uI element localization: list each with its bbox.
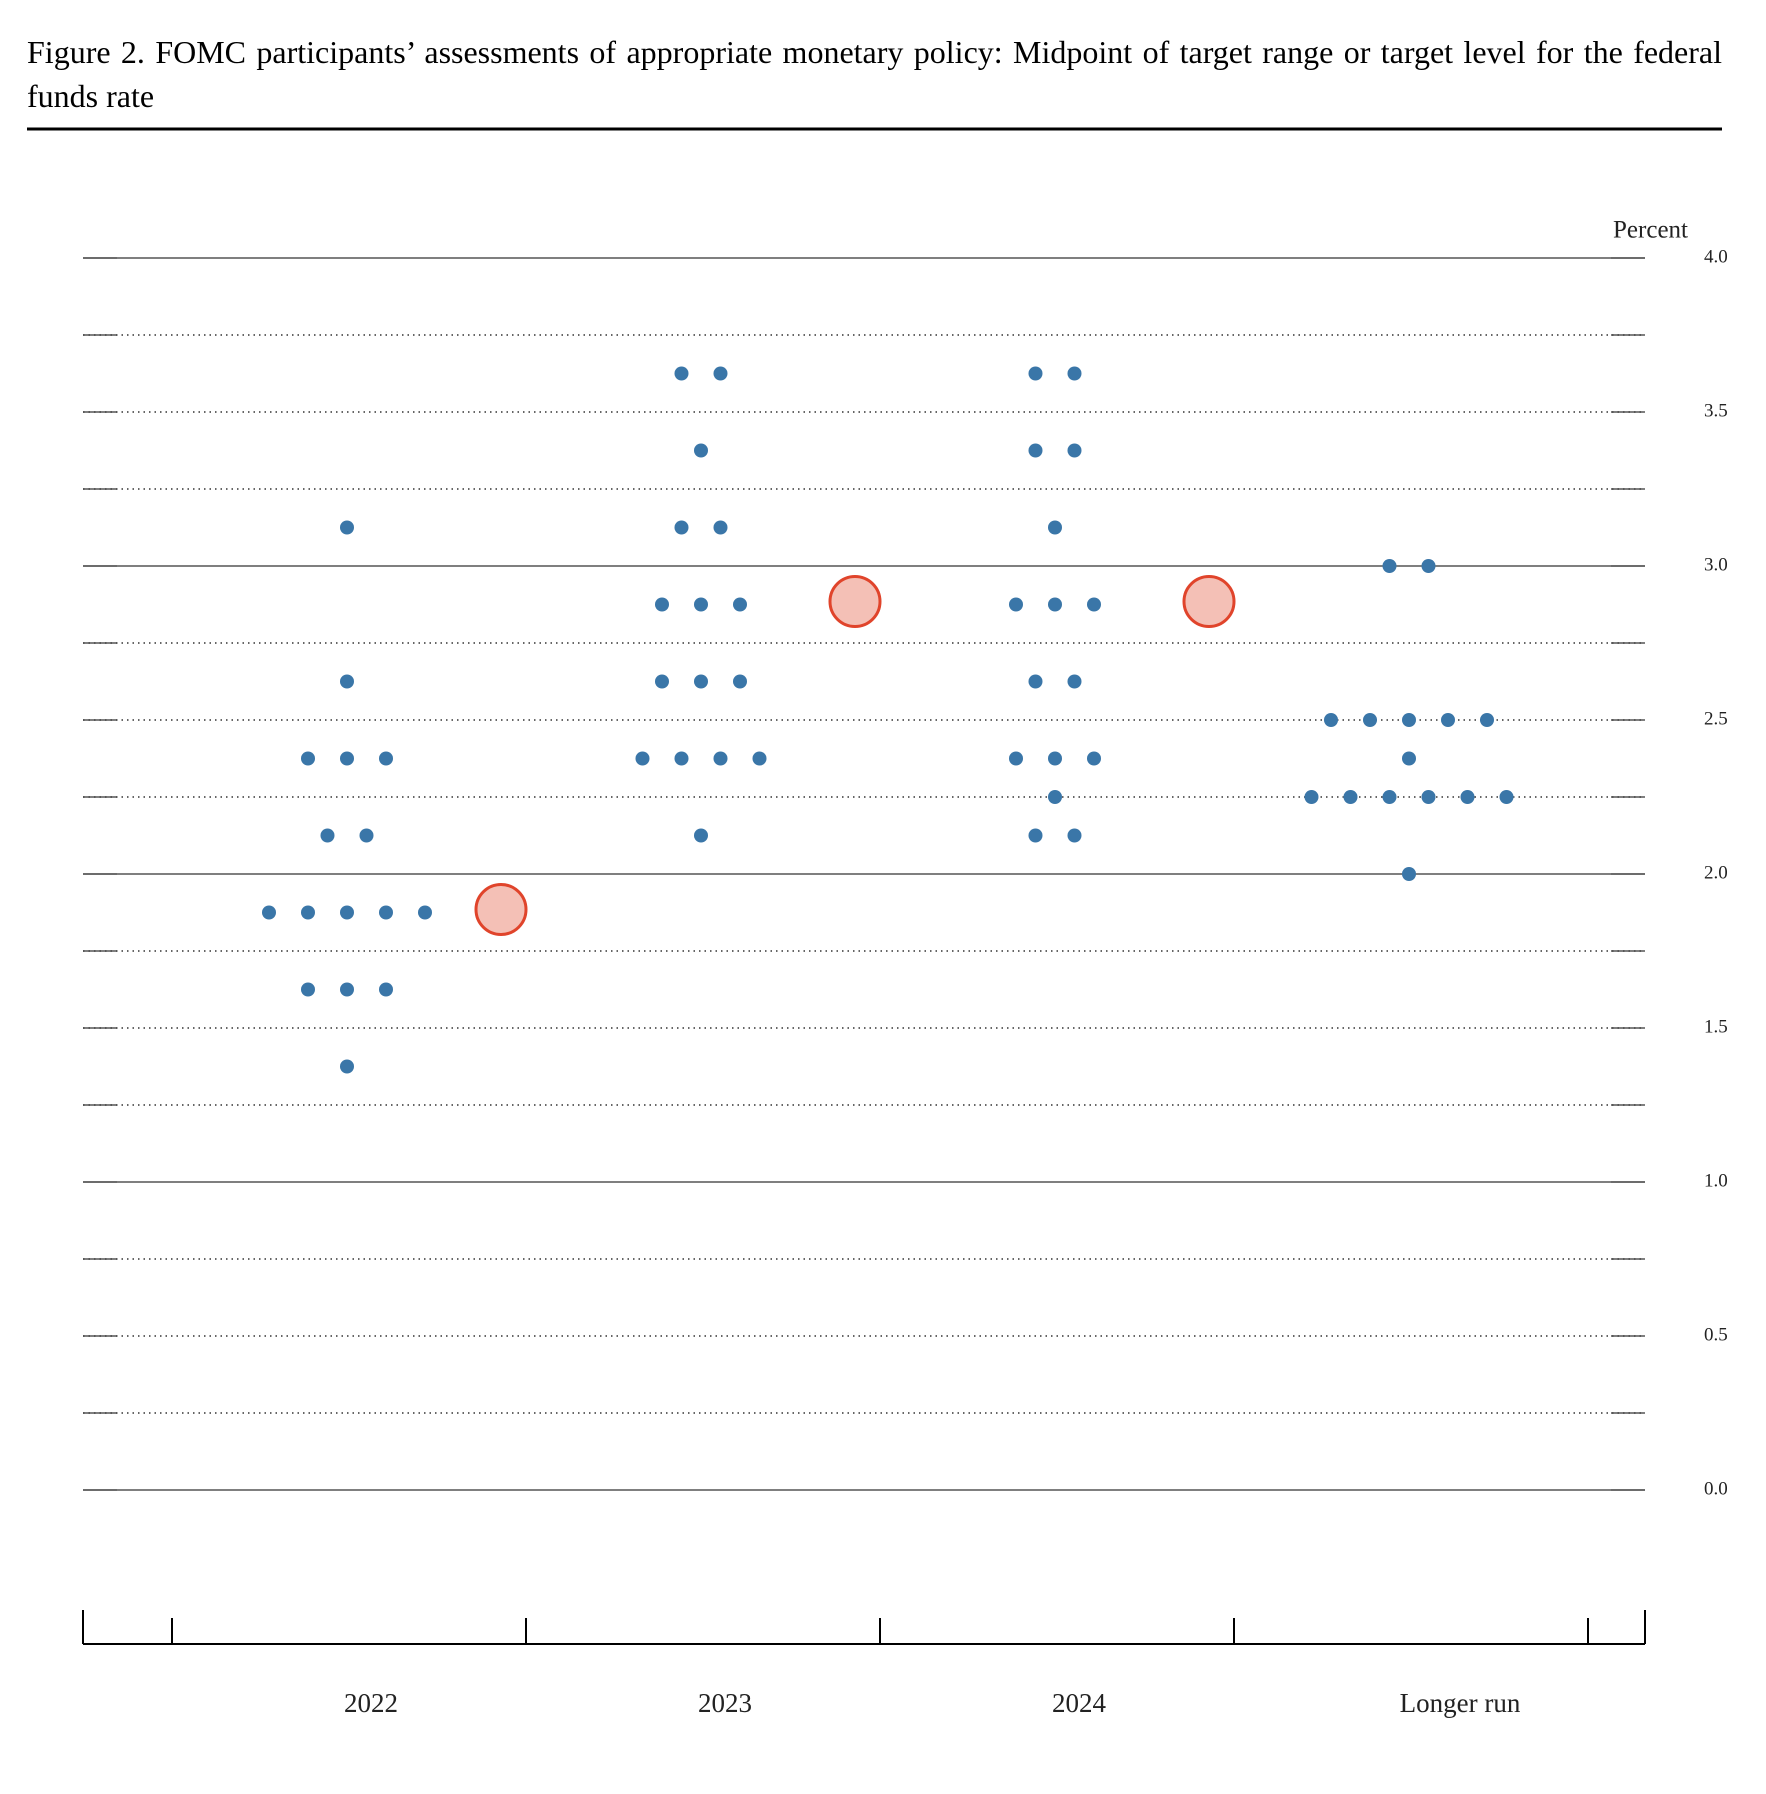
participant-dot (694, 828, 708, 843)
y-tick-label: 1.5 (1704, 1016, 1728, 1037)
median-marker (474, 883, 528, 936)
participant-dot (340, 982, 354, 997)
participant-dot (1067, 828, 1082, 843)
participant-dot (1028, 674, 1043, 689)
participant-dot (1363, 713, 1377, 727)
y-tick-label: 0.5 (1704, 1324, 1728, 1345)
x-tick-label: 2023 (698, 1688, 752, 1718)
participant-dot (340, 751, 354, 766)
participant-dot (340, 674, 354, 689)
x-tick-label: Longer run (1400, 1688, 1521, 1718)
y-tick-label: 4.0 (1704, 246, 1728, 267)
y-tick-label: 2.5 (1704, 708, 1728, 729)
participant-dot (1304, 790, 1319, 804)
participant-dot (1402, 867, 1416, 881)
title-box: Figure 2. FOMC participants’ assessments… (27, 34, 1722, 114)
participant-dot (694, 674, 708, 689)
participant-dot (1009, 597, 1023, 612)
participant-dot (635, 751, 650, 766)
chart-title: Figure 2. FOMC participants’ assessments… (27, 34, 1722, 114)
y-axis-label: Percent (1613, 217, 1688, 244)
participant-dot (1343, 790, 1358, 804)
participant-dot (379, 751, 393, 766)
participant-dot (379, 982, 393, 997)
participant-dot (1421, 790, 1436, 804)
participant-dot (1402, 751, 1416, 766)
participant-dot (1324, 713, 1338, 727)
participant-dot (674, 751, 689, 766)
y-tick-label: 2.0 (1704, 862, 1728, 883)
participant-dot (713, 520, 728, 535)
participant-dot (320, 828, 335, 843)
participant-dot (418, 905, 432, 920)
y-tick-label: 1.0 (1704, 1170, 1728, 1191)
participant-dot (1028, 828, 1043, 843)
y-tick-label: 3.5 (1704, 400, 1728, 421)
y-tick-label: 3.0 (1704, 554, 1728, 575)
participant-dot (1480, 713, 1494, 727)
participant-dot (1048, 790, 1062, 804)
participant-dot (694, 443, 708, 458)
y-tick-label: 0.0 (1704, 1478, 1728, 1499)
participant-dot (379, 905, 393, 920)
participant-dot (733, 597, 747, 612)
participant-dot (1067, 674, 1082, 689)
participant-dot (1087, 751, 1101, 766)
participant-dot (713, 366, 728, 381)
participant-dot (262, 905, 276, 920)
participant-dot (1499, 790, 1514, 804)
participant-dot (733, 674, 747, 689)
participant-dot (1048, 597, 1062, 612)
participant-dot (694, 597, 708, 612)
participant-dot (301, 982, 315, 997)
participant-dot (1402, 713, 1416, 727)
participant-dot (1009, 751, 1023, 766)
median-marker (1182, 575, 1236, 628)
median-marker (828, 575, 882, 628)
participant-dot (1441, 713, 1455, 727)
participant-dot (1048, 520, 1062, 535)
participant-dot (655, 674, 669, 689)
x-tick-label: 2022 (344, 1688, 398, 1718)
participant-dot (340, 520, 354, 535)
participant-dot (1382, 790, 1397, 804)
participant-dot (340, 1059, 354, 1074)
participant-dot (752, 751, 767, 766)
participant-dot (1048, 751, 1062, 766)
participant-dot (1028, 443, 1043, 458)
participant-dot (1028, 366, 1043, 381)
participant-dot (1421, 559, 1436, 573)
participant-dot (655, 597, 669, 612)
participant-dot (1067, 443, 1082, 458)
participant-dot (340, 905, 354, 920)
participant-dot (1382, 559, 1397, 573)
participant-dot (674, 366, 689, 381)
participant-dot (1087, 597, 1101, 612)
participant-dot (301, 905, 315, 920)
participant-dot (1460, 790, 1475, 804)
participant-dot (1067, 366, 1082, 381)
participant-dot (359, 828, 374, 843)
x-tick-label: 2024 (1052, 1688, 1107, 1718)
participant-dot (674, 520, 689, 535)
participant-dot (713, 751, 728, 766)
participant-dot (301, 751, 315, 766)
